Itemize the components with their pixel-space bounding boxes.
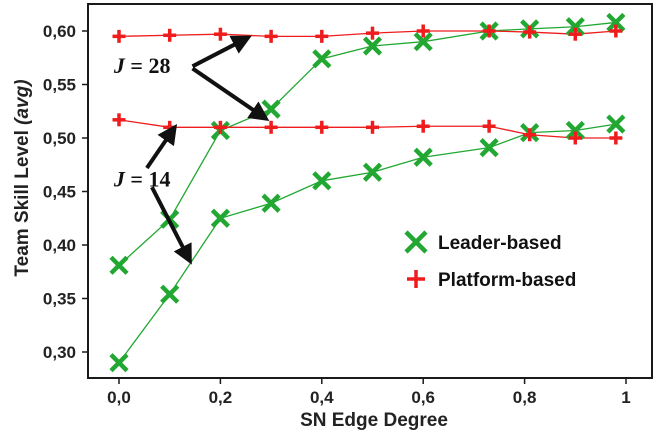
leader-based-marker <box>312 171 332 191</box>
x-marker-stroke <box>413 32 433 52</box>
platform-based-marker <box>568 131 582 145</box>
platform-based-marker <box>366 26 379 40</box>
leader-based-marker <box>565 120 585 141</box>
y-tick-label: 0,45 <box>43 183 76 202</box>
x-marker-stroke <box>362 36 383 56</box>
x-marker-stroke <box>606 114 626 134</box>
leader-based-marker <box>362 36 383 56</box>
leader-based-marker <box>109 353 129 373</box>
platform-based-marker <box>213 27 227 41</box>
x-tick-label: 0,2 <box>209 388 233 407</box>
legend-label: Leader-based <box>438 233 562 254</box>
annotation-arrow <box>191 35 252 69</box>
x-marker-stroke <box>479 138 499 158</box>
platform-based-marker <box>163 28 177 42</box>
annotation-arrow <box>150 186 192 265</box>
leader-based-marker <box>606 114 626 134</box>
leader-based-marker <box>413 32 433 52</box>
platform-based-marker <box>366 120 379 134</box>
x-marker-stroke <box>606 12 626 33</box>
x-marker-stroke <box>362 162 383 182</box>
platform-based-marker <box>523 25 537 39</box>
leader-based-series-line <box>118 21 616 266</box>
y-axis-label: Team Skill Level (avg) <box>12 79 33 276</box>
platform-based-marker <box>482 119 496 133</box>
platform-based-marker <box>264 120 278 134</box>
x-marker-stroke <box>210 208 230 228</box>
y-tick-label: 0,50 <box>43 129 76 148</box>
platform-based-marker <box>568 27 582 41</box>
leader-based-marker <box>479 138 499 158</box>
platform-based-marker <box>112 29 126 43</box>
platform-based-marker <box>609 131 623 145</box>
leader-based-marker <box>413 147 433 167</box>
plot-area-frame <box>87 3 653 379</box>
leader-based-marker <box>160 284 180 304</box>
x-marker-stroke <box>404 230 428 254</box>
x-marker-stroke <box>109 255 129 275</box>
platform-based-marker <box>482 24 496 38</box>
leader-based-marker <box>261 99 281 119</box>
annotation-arrow <box>191 66 270 121</box>
leader-based-marker <box>261 193 281 213</box>
platform-based-marker <box>264 29 278 43</box>
y-tick-label: 0,60 <box>43 22 76 41</box>
x-tick-label: 0,8 <box>513 388 537 407</box>
x-marker-stroke <box>565 120 585 141</box>
y-tick-label: 0,30 <box>43 343 76 362</box>
x-marker-stroke <box>413 147 433 167</box>
annotation-label: J = 14 <box>113 167 171 192</box>
leader-based-marker <box>606 12 626 33</box>
x-axis-label: SN Edge Degree <box>300 410 448 431</box>
x-marker-stroke <box>565 17 585 37</box>
platform-based-marker <box>609 24 623 38</box>
leader-based-marker <box>210 208 230 228</box>
x-tick-label: 1 <box>621 388 630 407</box>
x-tick-label: 0,4 <box>310 388 334 407</box>
x-marker-stroke <box>109 353 129 373</box>
x-tick-label: 0,0 <box>107 388 131 407</box>
platform-based-marker <box>416 24 430 38</box>
platform-based-marker <box>407 270 425 288</box>
platform-based-marker <box>315 29 329 43</box>
x-marker-stroke <box>261 193 281 213</box>
annotation-label: J = 28 <box>113 53 171 78</box>
platform-based-marker <box>523 128 537 142</box>
platform-based-marker <box>213 120 227 134</box>
x-marker-stroke <box>160 284 180 304</box>
x-marker-stroke <box>312 49 332 69</box>
leader-based-marker <box>565 17 585 37</box>
y-tick-label: 0,55 <box>43 76 76 95</box>
leader-based-marker <box>404 230 428 254</box>
platform-based-marker <box>416 119 430 133</box>
leader-based-marker <box>362 162 383 182</box>
annotation-arrow <box>145 124 178 170</box>
x-marker-stroke <box>312 171 332 191</box>
platform-based-marker <box>112 113 126 127</box>
leader-based-marker <box>109 255 129 275</box>
platform-based-marker <box>315 120 329 134</box>
y-tick-label: 0,35 <box>43 290 76 309</box>
y-tick-label: 0,40 <box>43 236 76 255</box>
legend-label: Platform-based <box>438 270 576 291</box>
x-tick-label: 0,6 <box>411 388 435 407</box>
leader-based-marker <box>312 49 332 69</box>
